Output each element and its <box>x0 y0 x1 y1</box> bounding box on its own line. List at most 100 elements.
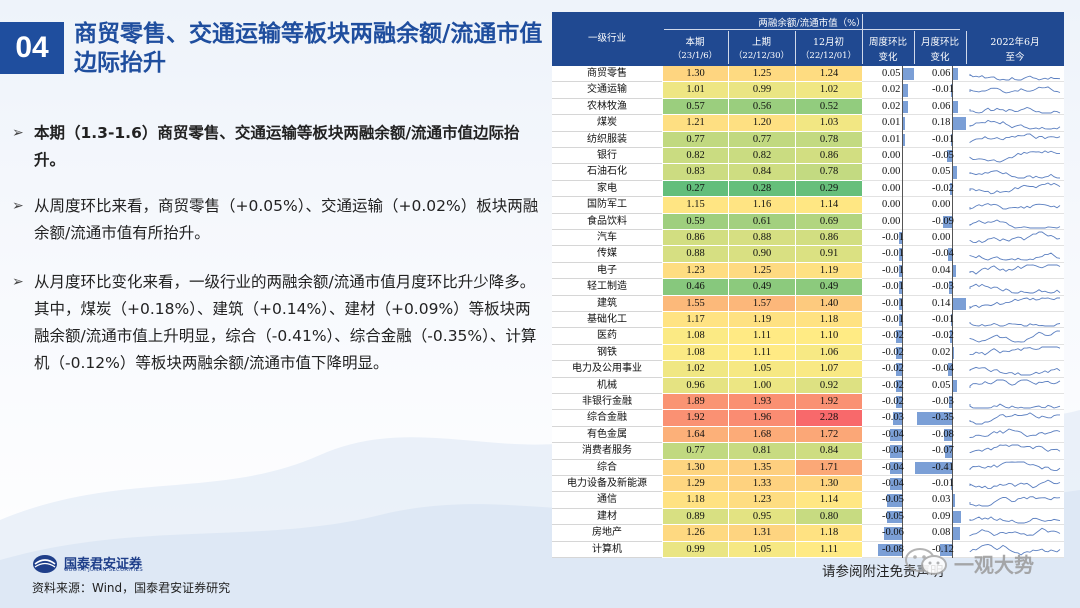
table-row: 消费者服务 0.77 0.81 0.84 -0.04 -0.07 <box>552 443 1064 460</box>
zero-axis-line <box>952 279 953 296</box>
month-change-cell-bar <box>917 412 952 425</box>
dec-value-cell: 1.06 <box>795 344 862 362</box>
prev-value-cell: 1.16 <box>728 197 795 214</box>
dec-value-cell: 0.91 <box>795 246 862 263</box>
industry-name-cell: 轻工制造 <box>552 279 662 296</box>
week-change-cell: -0.04 <box>862 476 914 493</box>
week-change-cell-number: -0.02 <box>882 363 904 375</box>
prev-value-cell: 0.90 <box>728 246 795 263</box>
zero-axis-line <box>952 197 953 214</box>
sparkline-path <box>969 203 1061 210</box>
table-row: 石油石化 0.83 0.84 0.78 0.00 0.05 <box>552 164 1064 181</box>
week-change-cell-bar <box>899 314 902 327</box>
month-change-cell-bar <box>949 281 952 294</box>
sparkline-path <box>969 461 1061 471</box>
current-value-cell: 1.30 <box>662 459 728 476</box>
dec-value-cell: 1.10 <box>795 328 862 345</box>
week-change-cell: -0.05 <box>862 492 914 509</box>
week-change-cell: -0.02 <box>862 344 914 362</box>
industry-name-cell: 计算机 <box>552 541 662 558</box>
prev-value-cell: 1.33 <box>728 476 795 493</box>
zero-axis-line <box>902 66 903 83</box>
trend-sparkline-cell <box>966 377 1064 394</box>
month-change-cell: 0.14 <box>914 295 966 312</box>
month-change-cell-number: -0.12 <box>932 543 954 555</box>
prev-value-cell: 1.19 <box>728 312 795 329</box>
current-value-cell: 0.46 <box>662 279 728 296</box>
week-change-cell-number: 0.00 <box>882 182 901 194</box>
zero-axis-line <box>902 525 903 542</box>
zero-axis-line <box>902 492 903 509</box>
dec-value-cell: 1.30 <box>795 476 862 493</box>
table-row: 农林牧渔 0.57 0.56 0.52 0.02 0.06 <box>552 98 1064 116</box>
week-change-cell: -0.02 <box>862 394 914 411</box>
sparkline-path <box>969 219 1061 229</box>
current-value-cell: 1.26 <box>662 525 728 542</box>
sparkline-path <box>969 170 1061 179</box>
week-change-cell-number: 0.02 <box>882 84 901 96</box>
industry-name-cell: 机械 <box>552 377 662 394</box>
col-current-subheader: （23/1/6） <box>672 51 718 61</box>
industry-name-cell: 有色金属 <box>552 426 662 444</box>
month-change-cell: -0.07 <box>914 443 966 460</box>
month-change-cell: -0.01 <box>914 312 966 329</box>
sparkline-path <box>969 73 1061 81</box>
current-value-cell: 1.08 <box>662 328 728 345</box>
week-change-cell-bar <box>890 461 902 474</box>
month-change-cell-number: -0.05 <box>932 150 954 161</box>
zero-axis-line <box>902 262 903 280</box>
zero-axis-line <box>952 410 953 427</box>
trend-sparkline <box>969 346 1061 356</box>
month-change-cell-number: -0.01 <box>932 84 954 96</box>
current-value-cell: 1.23 <box>662 262 728 280</box>
prev-value-cell: 1.57 <box>728 295 795 312</box>
table-row: 汽车 0.86 0.88 0.86 -0.01 0.00 <box>552 230 1064 247</box>
month-change-cell-number: -0.02 <box>932 330 954 342</box>
dec-value-cell: 0.80 <box>795 508 862 526</box>
week-change-cell-bar <box>896 363 902 376</box>
industry-name-cell: 医药 <box>552 328 662 345</box>
dec-value-cell: 0.78 <box>795 164 862 181</box>
zero-axis-line <box>952 164 953 181</box>
month-change-cell-bar <box>915 461 952 474</box>
zero-axis-line <box>952 148 953 165</box>
paragraph-3-text: 从月度环比变化来看，一级行业的两融余额/流通市值月度环比升少降多。其中，煤炭（+… <box>34 273 537 372</box>
prev-value-cell: 1.05 <box>728 361 795 378</box>
industry-name-cell: 电力设备及新能源 <box>552 476 662 493</box>
table-row: 建筑 1.55 1.57 1.40 -0.01 0.14 <box>552 295 1064 312</box>
month-change-cell-number: 0.02 <box>932 346 951 358</box>
current-value-cell: 1.01 <box>662 82 728 99</box>
current-value-cell: 1.55 <box>662 295 728 312</box>
dec-value-cell: 1.19 <box>795 262 862 280</box>
trend-sparkline <box>969 133 1061 143</box>
week-change-cell: -0.02 <box>862 361 914 378</box>
prev-value-cell: 1.23 <box>728 492 795 509</box>
zero-axis-line <box>902 230 903 247</box>
current-value-cell: 1.15 <box>662 197 728 214</box>
trend-sparkline <box>969 283 1061 294</box>
dec-value-cell: 0.92 <box>795 377 862 394</box>
month-change-cell: 0.06 <box>914 98 966 116</box>
month-change-cell-number: -0.01 <box>932 133 954 145</box>
prev-value-cell: 1.25 <box>728 262 795 280</box>
week-change-cell-bar <box>902 100 908 114</box>
watermark-text: 一观大势 <box>954 553 1034 577</box>
week-change-cell-number: -0.02 <box>882 379 904 391</box>
sparkline-path <box>969 133 1061 143</box>
arrow-bullet-icon: ➢ <box>12 125 24 141</box>
company-logo: 国泰君安证券 GUOTAI JUNAN SECURITIES <box>32 553 202 575</box>
zero-axis-line <box>952 66 953 83</box>
prev-value-cell: 0.99 <box>728 82 795 99</box>
month-change-cell-number: 0.06 <box>932 68 951 79</box>
week-change-cell-bar <box>896 330 902 343</box>
industry-name-cell: 交通运输 <box>552 82 662 99</box>
sparkline-path <box>969 86 1061 94</box>
zero-axis-line <box>902 295 903 312</box>
table-row: 房地产 1.26 1.31 1.18 -0.06 0.08 <box>552 525 1064 542</box>
current-value-cell: 1.89 <box>662 394 728 411</box>
week-change-cell: -0.01 <box>862 262 914 280</box>
table-row: 交通运输 1.01 0.99 1.02 0.02 -0.01 <box>552 82 1064 99</box>
table-row: 纺织服装 0.77 0.77 0.78 0.01 -0.01 <box>552 131 1064 148</box>
month-change-cell-bar <box>952 117 970 130</box>
industry-name-cell: 家电 <box>552 180 662 198</box>
